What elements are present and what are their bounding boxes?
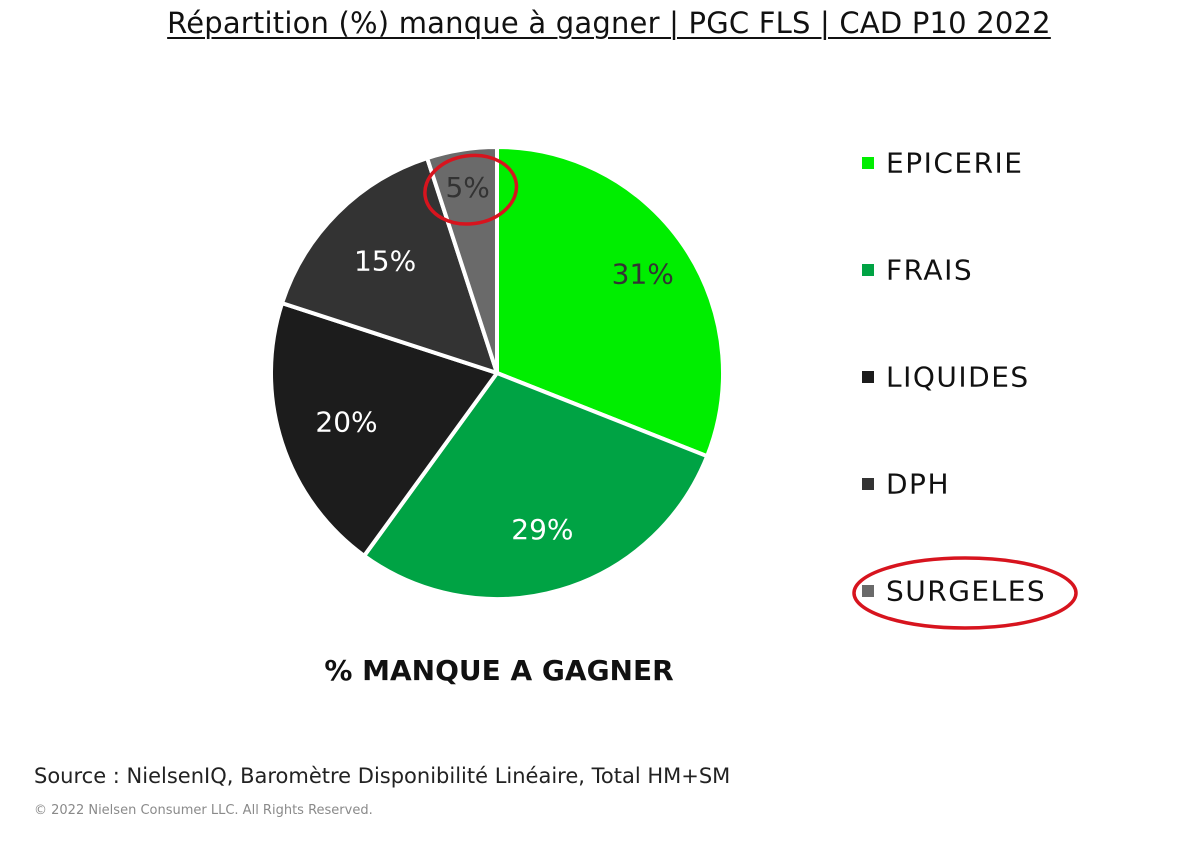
slice-label-frais: 29%: [511, 513, 573, 546]
legend-swatch-dph: [862, 478, 874, 490]
highlight-circle-slice: [423, 153, 519, 226]
legend-item-epicerie: EPICERIE: [862, 147, 1023, 180]
highlight-circle-legend: [852, 556, 1078, 630]
legend-item-liquides: LIQUIDES: [862, 361, 1030, 394]
pie-slice-surgeles: [425, 145, 499, 375]
x-axis-label: % MANQUE A GAGNER: [324, 654, 674, 687]
pie-slices: [269, 145, 726, 601]
pie-slice-labels: 31% 29% 20% 15% 5%: [315, 171, 674, 546]
pie-slice-liquides: [269, 301, 499, 558]
legend-label-liquides: LIQUIDES: [886, 361, 1030, 394]
legend-item-frais: FRAIS: [862, 254, 973, 287]
legend-label-frais: FRAIS: [886, 254, 973, 287]
chart-title: Répartition (%) manque à gagner | PGC FL…: [167, 6, 1051, 40]
pie-slice-frais: [362, 371, 710, 601]
copyright-note: © 2022 Nielsen Consumer LLC. All Rights …: [34, 803, 373, 818]
legend-item-surgeles: SURGELES: [862, 575, 1046, 608]
annotations: [423, 153, 1078, 630]
legend-item-dph: DPH: [862, 468, 950, 501]
legend-swatch-frais: [862, 264, 874, 276]
legend-swatch-surgeles: [862, 585, 874, 597]
slice-label-epicerie: 31%: [612, 257, 674, 290]
slice-label-dph: 15%: [354, 245, 416, 278]
legend-label-surgeles: SURGELES: [886, 575, 1046, 608]
legend-swatch-epicerie: [862, 157, 874, 169]
slice-label-surgeles: 5%: [445, 171, 489, 204]
source-note: Source : NielsenIQ, Baromètre Disponibil…: [34, 764, 731, 788]
pie-slice-epicerie: [495, 145, 726, 459]
legend-label-dph: DPH: [886, 468, 950, 501]
legend: EPICERIE FRAIS LIQUIDES DPH SURGELES: [862, 147, 1046, 608]
legend-swatch-liquides: [862, 371, 874, 383]
slice-label-liquides: 20%: [315, 405, 377, 438]
legend-label-epicerie: EPICERIE: [886, 147, 1023, 180]
